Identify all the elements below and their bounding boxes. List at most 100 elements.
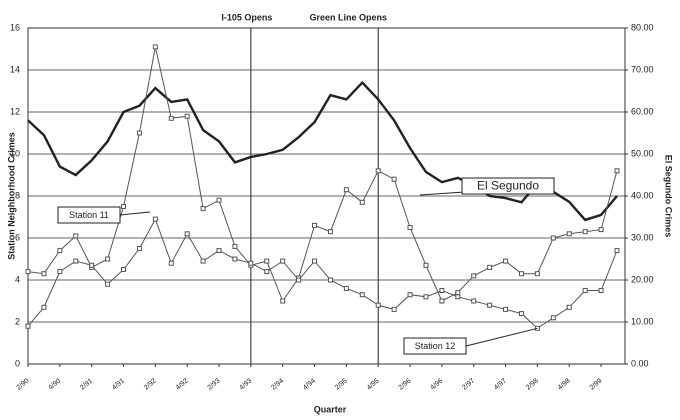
point (121, 204, 127, 209)
y2-tick-label: 30.00 (631, 232, 654, 242)
point (168, 115, 174, 121)
point (550, 315, 556, 321)
point (121, 267, 127, 272)
point (614, 248, 620, 254)
point (391, 306, 397, 312)
point (518, 311, 524, 317)
point (550, 235, 556, 241)
y2-tick-label: 20.00 (631, 274, 654, 284)
callout-leader (119, 211, 151, 216)
point (455, 294, 461, 300)
point (41, 271, 47, 277)
point (136, 130, 142, 136)
y2-tick-label: 50.00 (631, 148, 654, 158)
point (582, 229, 588, 235)
point (73, 258, 79, 264)
point (57, 248, 63, 254)
point (598, 227, 604, 233)
point (89, 262, 95, 268)
y-tick-label: 12 (10, 106, 20, 116)
point (439, 298, 445, 304)
callout-leader (465, 327, 538, 347)
point (391, 176, 397, 182)
legend-label: Station 11 (69, 210, 109, 220)
point (264, 258, 270, 264)
point (423, 294, 429, 300)
y2-tick-label: 70.00 (631, 64, 654, 74)
y2-tick-label: 60.00 (631, 106, 654, 116)
point (232, 243, 238, 249)
y-tick-label: 4 (15, 274, 20, 284)
point (455, 290, 461, 296)
callout-box (461, 177, 555, 195)
point (343, 187, 349, 193)
point (200, 258, 206, 264)
series-line (27, 46, 618, 303)
point (375, 302, 381, 308)
y2-axis-label: El Segundo Crimes (664, 155, 674, 238)
point (312, 222, 318, 228)
point (423, 262, 429, 268)
y-tick-label: 16 (10, 22, 20, 32)
point (471, 298, 477, 304)
y-tick-label: 8 (15, 190, 20, 200)
point (439, 288, 445, 293)
point (598, 288, 604, 293)
point (152, 44, 158, 50)
callout-box (57, 206, 121, 224)
y-tick-label: 6 (15, 232, 20, 242)
point (566, 231, 572, 237)
point (327, 229, 333, 235)
legend-label: El Segundo (477, 179, 539, 193)
point (534, 271, 540, 277)
point (41, 304, 47, 310)
callout-box (403, 337, 467, 355)
y-axis-label: Station Neighborhood Crimes (6, 132, 16, 260)
point (518, 271, 524, 277)
legend-label: Station 12 (415, 341, 456, 351)
point (407, 292, 413, 298)
point (582, 288, 588, 293)
point (25, 269, 31, 275)
point (216, 197, 222, 203)
annotation: Green Line Opens (309, 12, 387, 22)
plot-frame (27, 27, 626, 365)
point (232, 256, 238, 262)
point (248, 260, 254, 266)
x-axis-label: Quarter (314, 404, 347, 414)
point (152, 216, 158, 222)
point (280, 298, 286, 304)
point (375, 168, 381, 174)
point (327, 277, 333, 283)
point (503, 258, 509, 264)
point (407, 225, 413, 230)
point (471, 273, 477, 279)
y-tick-label: 0 (15, 358, 20, 368)
point (168, 260, 174, 266)
point (566, 304, 572, 310)
point (359, 292, 365, 298)
point (280, 258, 286, 264)
point (503, 306, 509, 312)
series-line (27, 80, 618, 222)
point (312, 258, 318, 264)
y2-tick-label: 0.00 (631, 358, 649, 368)
point (73, 233, 79, 239)
point (184, 231, 190, 237)
point (614, 168, 620, 174)
y-tick-label: 2 (15, 316, 20, 326)
point (57, 269, 63, 275)
y-tick-label: 10 (10, 148, 20, 158)
point (216, 248, 222, 254)
point (105, 256, 111, 262)
point (200, 206, 206, 212)
point (264, 269, 270, 275)
point (343, 285, 349, 291)
point (136, 246, 142, 251)
y2-tick-label: 80.00 (631, 22, 654, 32)
annotation: I-105 Opens (221, 12, 272, 22)
point (184, 113, 190, 119)
point (105, 281, 111, 287)
series-line (27, 217, 618, 329)
y-tick-label: 14 (10, 64, 20, 74)
